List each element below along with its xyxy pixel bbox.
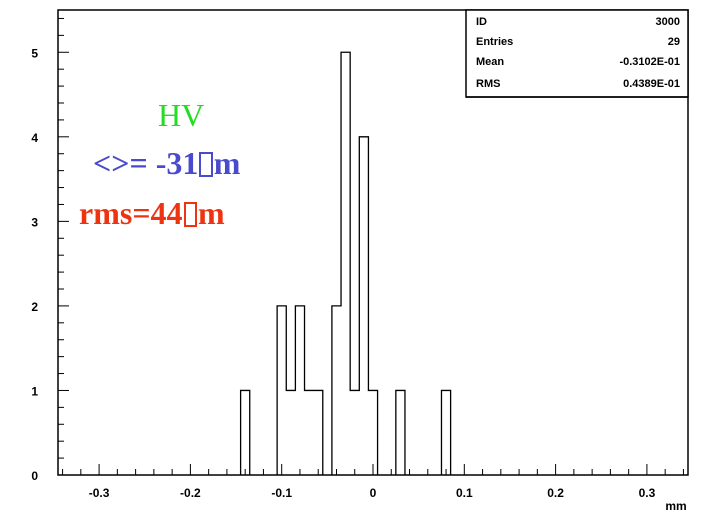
missing-glyph-icon <box>183 201 197 227</box>
annotation-rms-prefix: rms=44 <box>79 195 183 231</box>
stats-label-mean: Mean <box>476 56 504 68</box>
stats-label-entries: Entries <box>476 36 513 48</box>
stats-box-frame <box>465 9 689 98</box>
stats-label-id: ID <box>476 16 487 28</box>
y-tick-label: 4 <box>31 131 38 145</box>
annotation-hv: HV <box>158 97 205 133</box>
y-tick-label: 1 <box>31 384 38 398</box>
axis-ticks: -0.3 -0.2 -0.1 0 0.1 0.2 0.3 0 1 2 3 4 5 <box>31 17 684 500</box>
y-tick-label: 0 <box>31 469 38 483</box>
x-tick-label: 0.3 <box>639 486 656 500</box>
stats-value-rms: 0.4389E-01 <box>623 78 680 90</box>
histogram-outline <box>239 51 452 475</box>
missing-glyph-icon <box>199 151 213 177</box>
x-tick-label: -0.3 <box>89 486 110 500</box>
annotation-mean-suffix: m <box>213 145 241 181</box>
annotation-rms-suffix: m <box>197 195 225 231</box>
x-tick-label: 0 <box>370 486 377 500</box>
y-tick-label: 3 <box>31 215 38 229</box>
stats-value-mean: -0.3102E-01 <box>619 56 680 68</box>
x-tick-label: 0.2 <box>547 486 564 500</box>
y-tick-label: 5 <box>31 46 38 60</box>
annotation-mean-prefix: <>= -31 <box>93 145 199 181</box>
annotation-mean: <>= -31 m <box>93 145 240 182</box>
x-tick-label: -0.1 <box>271 486 292 500</box>
x-tick-label: -0.2 <box>180 486 201 500</box>
stats-value-id: 3000 <box>656 16 680 28</box>
y-tick-label: 2 <box>31 300 38 314</box>
x-axis-label: mm <box>665 499 686 513</box>
stats-label-rms: RMS <box>476 78 500 90</box>
x-tick-label: 0.1 <box>456 486 473 500</box>
annotation-rms: rms=44 m <box>79 195 225 232</box>
stats-value-entries: 29 <box>668 36 680 48</box>
stats-box: ID 3000 Entries 29 Mean -0.3102E-01 RMS … <box>465 9 689 98</box>
